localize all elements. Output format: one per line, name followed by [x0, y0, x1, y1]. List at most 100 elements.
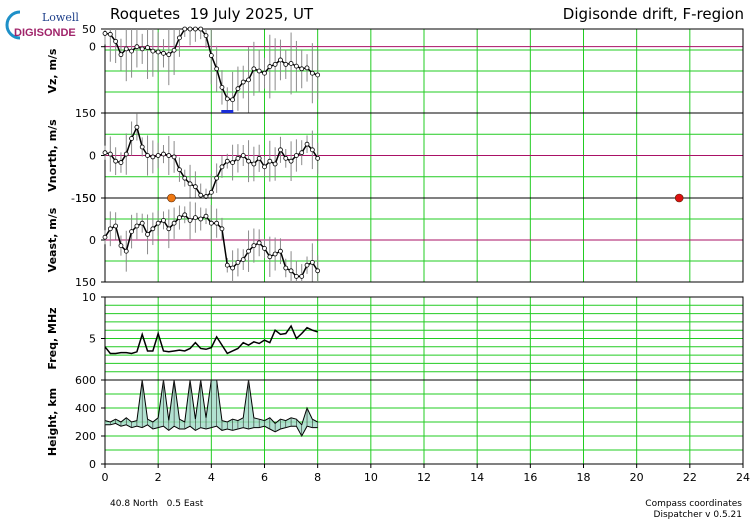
height-ytick-label: 0: [89, 458, 96, 471]
vnorth-data-point: [246, 158, 251, 164]
vnorth-data-point: [309, 147, 315, 153]
veast-data-point: [315, 268, 321, 274]
vz-data-point: [155, 49, 161, 55]
page-title: Roquetes 19 July 2025, UT: [110, 5, 314, 23]
vz-data-point: [272, 61, 278, 67]
height-ytick-label: 600: [75, 374, 96, 387]
vnorth-data-point: [139, 144, 145, 150]
vz-data-point: [129, 48, 134, 54]
vnorth-data-point: [182, 175, 188, 181]
veast-series: [102, 201, 321, 282]
vz-data-point: [293, 63, 299, 69]
x-tick-label: 4: [208, 471, 215, 484]
veast-data-point: [304, 262, 310, 268]
vz-data-point: [309, 70, 315, 76]
vnorth-data-point: [299, 150, 305, 156]
veast-data-point: [187, 217, 193, 223]
veast-data-point: [145, 231, 150, 237]
x-tick-label: 0: [102, 471, 109, 484]
vnorth-data-point: [145, 153, 150, 158]
veast-data-point: [203, 213, 209, 219]
veast-data-point: [293, 273, 299, 279]
vz-data-point: [182, 26, 188, 32]
vz-series: [102, 26, 321, 113]
veast-data-point: [240, 257, 246, 263]
veast-data-point: [262, 245, 267, 251]
logo-bottom-text: DIGISONDE: [14, 27, 76, 39]
veast-data-point: [118, 243, 124, 249]
vnorth-data-point: [171, 154, 177, 160]
vnorth-data-point: [198, 192, 204, 198]
vz-data-point: [123, 46, 129, 52]
vz-data-point: [177, 35, 182, 41]
vnorth-data-point: [240, 153, 246, 158]
vz-data-point: [267, 64, 273, 69]
freq-line: [104, 324, 318, 355]
vz-data-point: [224, 96, 230, 102]
vz-data-point: [246, 77, 251, 83]
veast-axis-label: Veast, m/s: [46, 207, 59, 272]
chart-subtitle: Digisonde drift, F-region: [562, 5, 744, 23]
veast-data-point: [208, 220, 214, 226]
logo-arc-icon: [5, 10, 21, 40]
height-series: [104, 379, 318, 438]
vz-data-point: [240, 79, 246, 85]
x-tick-label: 24: [736, 471, 750, 484]
vnorth-data-point: [123, 151, 129, 157]
vz-data-point: [288, 61, 294, 66]
height-ytick-label: 200: [75, 430, 96, 443]
vz-ytick-label: 150: [75, 107, 96, 120]
marker-orange: [167, 193, 176, 203]
veast-data-point: [192, 215, 198, 221]
vz-data-point: [251, 66, 257, 72]
x-tick-label: 6: [261, 471, 268, 484]
veast-data-point: [177, 215, 182, 221]
vnorth-data-point: [192, 184, 198, 190]
vz-data-point: [102, 31, 108, 36]
marker-blue: [221, 110, 234, 113]
x-tick-label: 16: [523, 471, 537, 484]
vnorth-data-point: [155, 153, 161, 158]
vnorth-data-point: [293, 153, 299, 158]
vz-data-point: [214, 66, 220, 72]
height-ytick-label: 400: [75, 402, 96, 415]
vnorth-data-point: [315, 155, 321, 161]
veast-data-point: [219, 226, 225, 232]
veast-ytick-label: 0: [89, 234, 96, 247]
vz-ytick-label: 0: [89, 41, 96, 54]
vz-data-point: [161, 50, 166, 56]
veast-data-point: [278, 248, 283, 254]
vz-data-point: [208, 53, 214, 58]
vz-data-point: [198, 26, 204, 32]
vz-data-point: [192, 26, 198, 32]
veast-data-point: [171, 220, 177, 226]
veast-data-point: [309, 259, 315, 265]
height-axis-label: Height, km: [46, 388, 59, 456]
x-tick-label: 20: [630, 471, 644, 484]
vnorth-axis-label: Vnorth, m/s: [46, 119, 59, 192]
vz-data-point: [230, 97, 236, 103]
vz-data-point: [139, 46, 145, 52]
vz-data-point: [304, 65, 310, 71]
veast-data-point: [256, 240, 262, 246]
veast-data-point: [166, 226, 172, 232]
veast-ytick-label: 150: [75, 276, 96, 289]
veast-data-point: [235, 259, 241, 265]
vnorth-data-point: [102, 150, 108, 156]
vz-data-point: [219, 84, 225, 90]
vnorth-ytick-label: 0: [89, 150, 96, 163]
veast-data-point: [113, 223, 119, 229]
vnorth-data-point: [134, 124, 140, 130]
vz-data-point: [171, 47, 177, 53]
vnorth-data-point: [208, 189, 214, 195]
freq-axis-label: Freq, MHz: [46, 307, 59, 369]
x-tick-label: 14: [470, 471, 484, 484]
vnorth-data-point: [304, 141, 310, 147]
software-version: Dispatcher v 0.5.21: [653, 510, 742, 520]
vnorth-data-point: [150, 154, 156, 160]
vz-data-point: [113, 38, 119, 44]
vz-data-point: [107, 31, 113, 37]
veast-data-point: [139, 220, 145, 226]
veast-data-point: [155, 220, 161, 226]
veast-data-point: [288, 268, 294, 274]
